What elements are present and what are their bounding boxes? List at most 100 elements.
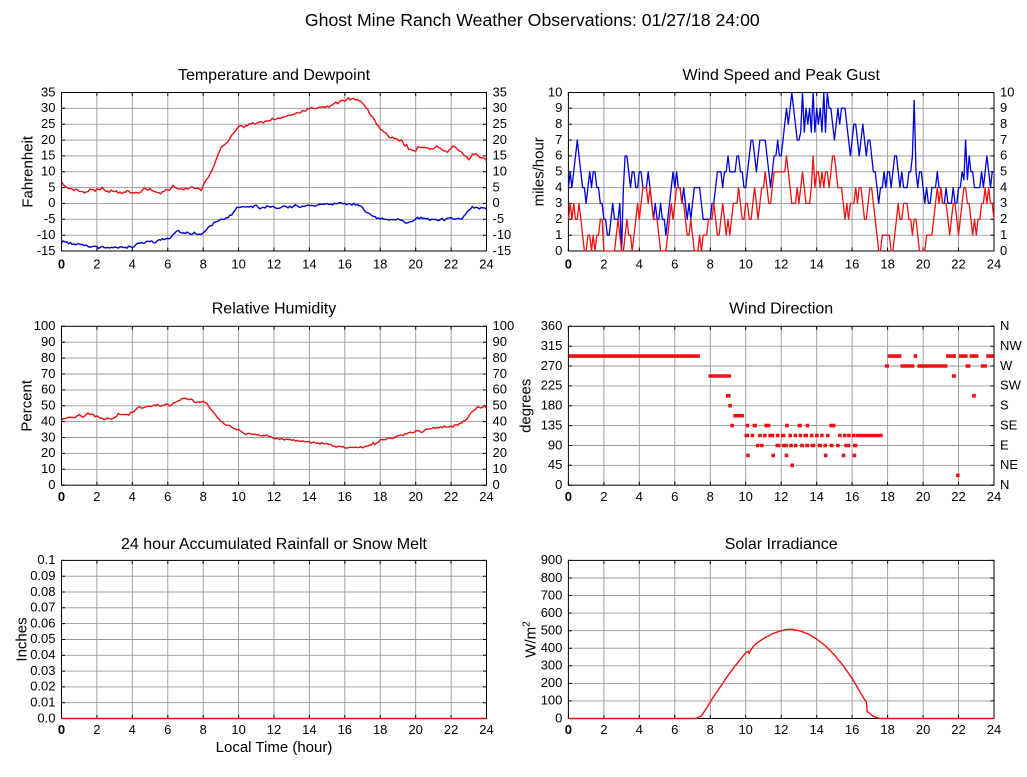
- svg-text:200: 200: [541, 675, 563, 690]
- svg-text:6: 6: [164, 489, 171, 504]
- svg-text:2: 2: [1000, 211, 1007, 226]
- svg-text:6: 6: [1000, 148, 1007, 163]
- svg-text:24: 24: [479, 256, 493, 271]
- svg-text:315: 315: [541, 338, 563, 353]
- svg-text:40: 40: [41, 413, 55, 428]
- svg-text:0: 0: [565, 722, 572, 737]
- svg-text:6: 6: [164, 256, 171, 271]
- svg-text:8: 8: [555, 116, 562, 131]
- svg-text:50: 50: [41, 398, 55, 413]
- svg-text:0.0: 0.0: [37, 710, 55, 725]
- svg-text:35: 35: [493, 84, 507, 99]
- svg-text:135: 135: [541, 417, 563, 432]
- svg-text:700: 700: [541, 587, 563, 602]
- svg-text:S: S: [1000, 398, 1009, 413]
- svg-text:0.04: 0.04: [30, 647, 55, 662]
- svg-text:500: 500: [541, 623, 563, 638]
- svg-text:10: 10: [738, 256, 752, 271]
- svg-text:16: 16: [845, 489, 859, 504]
- svg-text:0: 0: [48, 477, 55, 492]
- svg-text:20: 20: [916, 489, 930, 504]
- svg-text:270: 270: [541, 358, 563, 373]
- svg-text:4: 4: [129, 722, 136, 737]
- svg-text:SE: SE: [1000, 417, 1018, 432]
- svg-text:N: N: [1000, 477, 1009, 492]
- svg-text:10: 10: [738, 489, 752, 504]
- svg-text:3: 3: [1000, 195, 1007, 210]
- svg-text:300: 300: [541, 658, 563, 673]
- svg-text:3: 3: [555, 195, 562, 210]
- svg-text:0: 0: [58, 256, 65, 271]
- svg-text:25: 25: [493, 116, 507, 131]
- svg-text:8: 8: [707, 722, 714, 737]
- svg-text:22: 22: [951, 722, 965, 737]
- svg-text:7: 7: [555, 132, 562, 147]
- svg-text:10: 10: [41, 461, 55, 476]
- svg-text:1: 1: [555, 227, 562, 242]
- svg-text:20: 20: [916, 722, 930, 737]
- svg-text:18: 18: [373, 722, 387, 737]
- svg-text:10: 10: [548, 84, 562, 99]
- svg-text:40: 40: [493, 413, 507, 428]
- svg-text:2: 2: [93, 256, 100, 271]
- svg-text:12: 12: [774, 256, 788, 271]
- svg-text:1: 1: [1000, 227, 1007, 242]
- svg-text:90: 90: [493, 334, 507, 349]
- svg-text:NW: NW: [1000, 338, 1022, 353]
- svg-text:100: 100: [541, 693, 563, 708]
- svg-text:6: 6: [671, 256, 678, 271]
- svg-text:4: 4: [636, 722, 643, 737]
- svg-text:12: 12: [774, 489, 788, 504]
- svg-text:8: 8: [200, 722, 207, 737]
- svg-text:20: 20: [408, 489, 422, 504]
- svg-text:12: 12: [267, 256, 281, 271]
- svg-text:5: 5: [493, 179, 500, 194]
- svg-text:10: 10: [231, 256, 245, 271]
- svg-text:2: 2: [600, 722, 607, 737]
- svg-text:0.05: 0.05: [30, 631, 55, 646]
- svg-text:9: 9: [555, 100, 562, 115]
- svg-text:25: 25: [41, 116, 55, 131]
- svg-text:0.06: 0.06: [30, 615, 55, 630]
- svg-text:0: 0: [565, 256, 572, 271]
- svg-text:0.07: 0.07: [30, 600, 55, 615]
- svg-text:80: 80: [41, 350, 55, 365]
- svg-text:20: 20: [493, 132, 507, 147]
- svg-text:30: 30: [41, 429, 55, 444]
- svg-text:20: 20: [41, 132, 55, 147]
- svg-text:18: 18: [880, 489, 894, 504]
- svg-text:20: 20: [41, 445, 55, 460]
- svg-text:12: 12: [267, 722, 281, 737]
- svg-text:4: 4: [555, 179, 562, 194]
- svg-text:0.02: 0.02: [30, 679, 55, 694]
- svg-text:22: 22: [951, 256, 965, 271]
- svg-text:8: 8: [707, 489, 714, 504]
- svg-text:24: 24: [987, 722, 1001, 737]
- svg-text:2: 2: [555, 211, 562, 226]
- svg-text:16: 16: [845, 722, 859, 737]
- svg-text:-15: -15: [37, 243, 56, 258]
- svg-text:Percent: Percent: [19, 379, 36, 432]
- svg-text:16: 16: [338, 256, 352, 271]
- svg-text:10: 10: [231, 722, 245, 737]
- svg-text:-5: -5: [493, 211, 505, 226]
- svg-text:Temperature and Dewpoint: Temperature and Dewpoint: [178, 67, 371, 84]
- svg-text:22: 22: [444, 256, 458, 271]
- svg-text:0.08: 0.08: [30, 584, 55, 599]
- svg-text:8: 8: [1000, 116, 1007, 131]
- svg-text:16: 16: [338, 489, 352, 504]
- svg-text:600: 600: [541, 605, 563, 620]
- svg-text:18: 18: [880, 722, 894, 737]
- svg-text:18: 18: [373, 489, 387, 504]
- svg-text:45: 45: [548, 457, 562, 472]
- svg-text:24: 24: [987, 256, 1001, 271]
- svg-text:5: 5: [1000, 164, 1007, 179]
- svg-text:360: 360: [541, 318, 563, 333]
- svg-text:8: 8: [200, 489, 207, 504]
- svg-text:100: 100: [493, 318, 515, 333]
- svg-text:miles/hour: miles/hour: [531, 137, 548, 206]
- svg-text:14: 14: [302, 722, 316, 737]
- svg-text:0: 0: [493, 477, 500, 492]
- svg-text:12: 12: [267, 489, 281, 504]
- svg-text:10: 10: [231, 489, 245, 504]
